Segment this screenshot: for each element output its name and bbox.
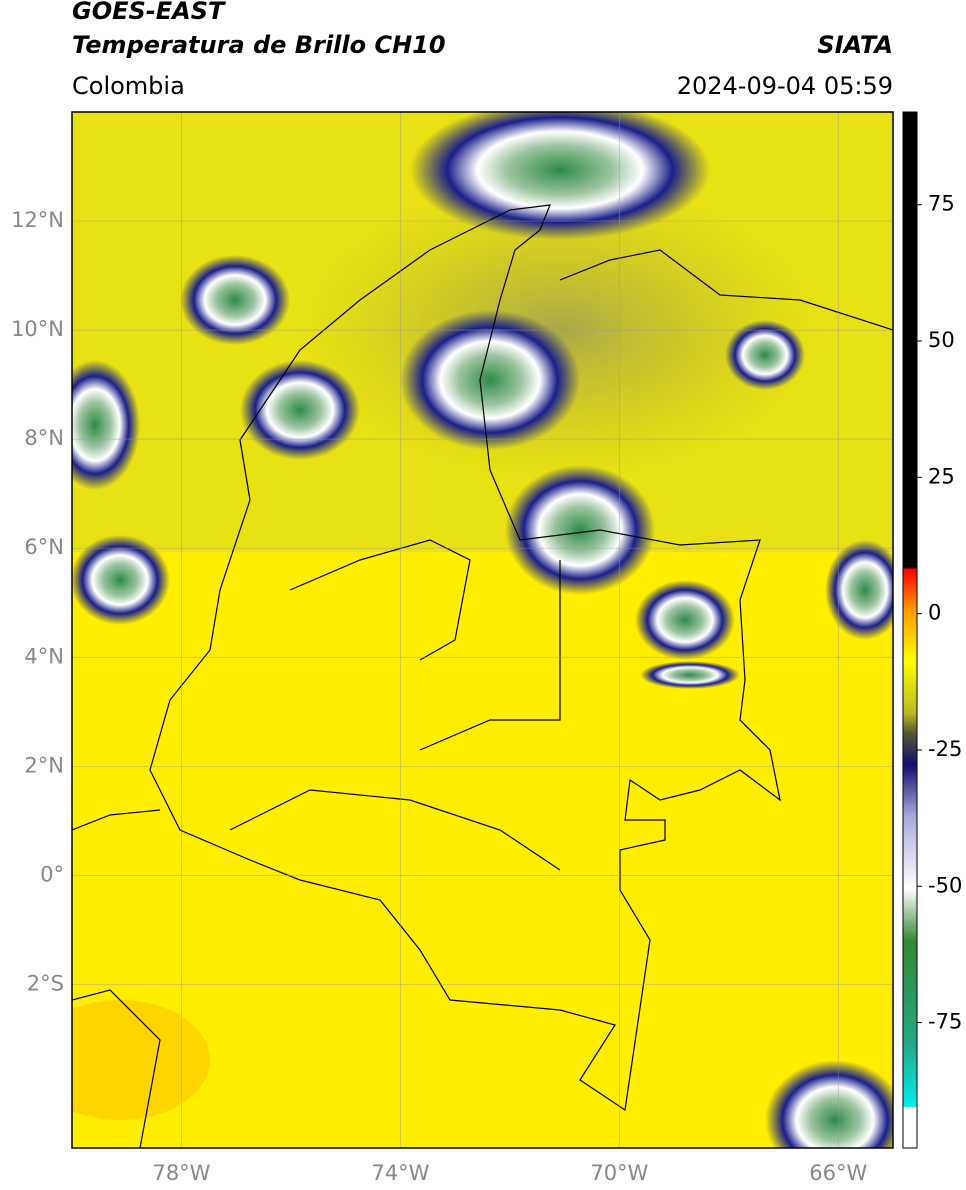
lat-tick-label: 6°N <box>24 535 64 559</box>
region: Colombia <box>72 72 185 100</box>
lon-tick-label: 78°W <box>152 1161 210 1185</box>
cloud <box>635 580 735 660</box>
colorbar-tick-label: -50 <box>928 873 962 897</box>
lat-tick-label: 2°N <box>24 753 64 777</box>
map <box>72 112 893 1148</box>
map-frame <box>71 111 894 1149</box>
lon-tick-label: 66°W <box>809 1161 867 1185</box>
cloud <box>72 535 170 625</box>
country-border <box>149 204 781 1112</box>
lat-tick-label: 2°S <box>27 971 64 995</box>
cloud <box>640 661 740 689</box>
cloud <box>410 112 710 240</box>
cloud <box>725 320 805 390</box>
lon-tick-label: 70°W <box>590 1161 648 1185</box>
cloud <box>825 540 893 640</box>
subtitle: Temperatura de Brillo CH10 <box>72 31 446 59</box>
colorbar-tick-label: 25 <box>928 464 955 488</box>
cloud <box>505 465 655 595</box>
datetime: 2024-09-04 05:59 <box>677 72 893 100</box>
cloud <box>765 1060 893 1148</box>
source: SIATA <box>817 31 893 59</box>
colorbar-tick-label: -25 <box>928 737 962 761</box>
cloud <box>240 360 360 460</box>
lat-tick-label: 12°N <box>11 208 64 232</box>
warm-area <box>72 1000 210 1120</box>
cloud <box>400 310 580 450</box>
colorbar-tick-label: -75 <box>928 1010 962 1034</box>
colorbar-tick-label: 0 <box>928 601 941 625</box>
colorbar-tick-label: 75 <box>928 192 955 216</box>
colorbar <box>902 111 918 1149</box>
lat-tick-label: 4°N <box>24 644 64 668</box>
cloud <box>180 255 290 345</box>
lon-tick-label: 74°W <box>371 1161 429 1185</box>
lat-tick-label: 0° <box>40 862 64 886</box>
colorbar-tick-label: 50 <box>928 328 955 352</box>
state-border <box>229 539 561 871</box>
title: GOES-EAST <box>72 0 226 25</box>
cloud <box>72 360 140 490</box>
lat-tick-label: 10°N <box>11 317 64 341</box>
coastline <box>72 249 893 1148</box>
lat-tick-label: 8°N <box>24 426 64 450</box>
